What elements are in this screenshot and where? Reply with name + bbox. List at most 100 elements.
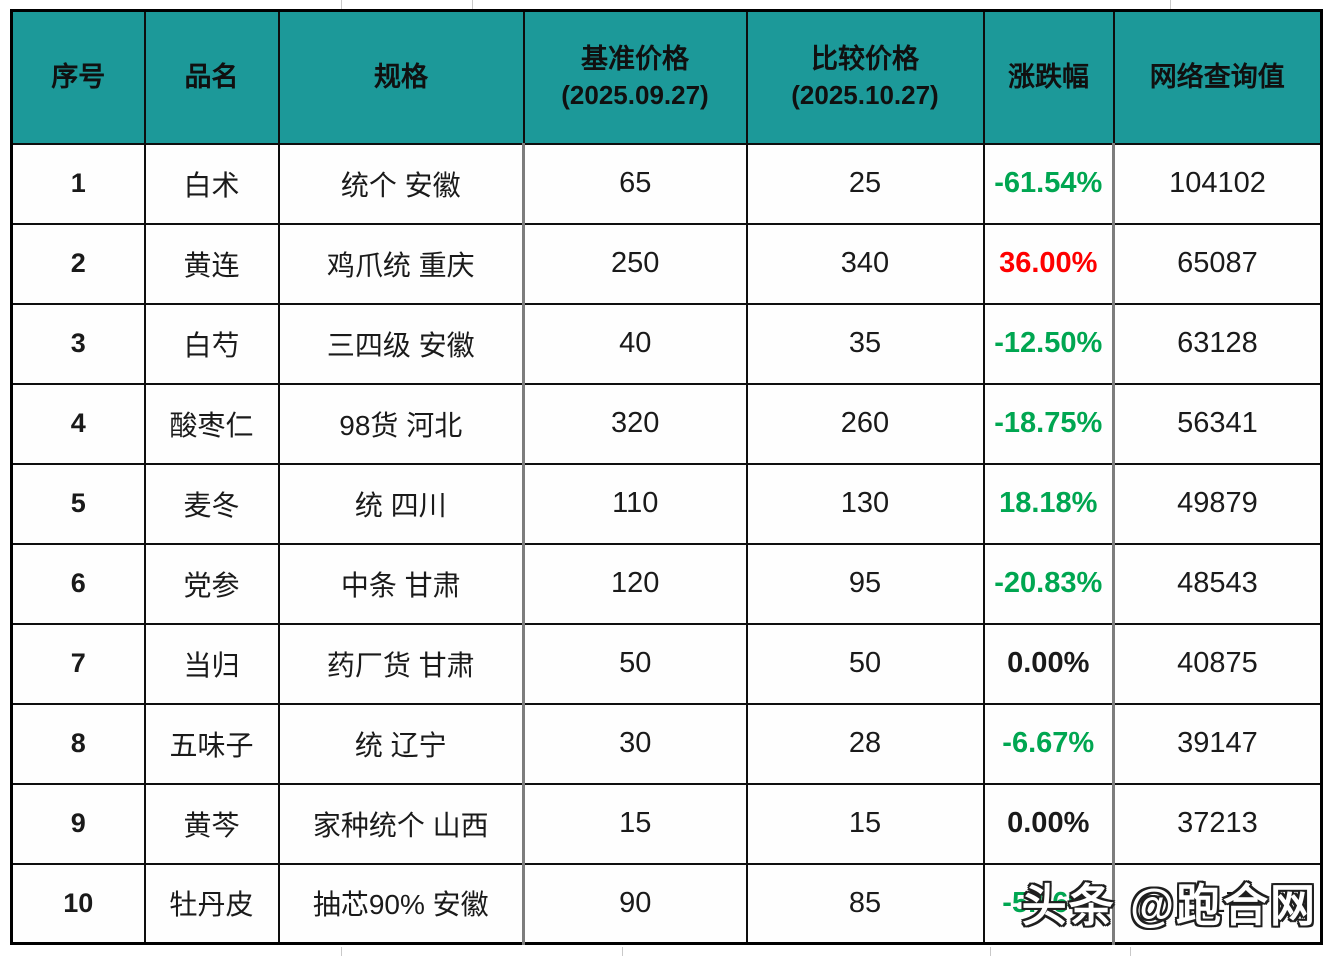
cell-no: 1 (10, 142, 146, 225)
header-base-price: 基准价格 (2025.09.27) (522, 9, 748, 145)
gridline-tick (341, 947, 342, 956)
header-spec: 规格 (277, 9, 525, 145)
cell-compare-price: 260 (745, 382, 985, 465)
cell-spec: 抽芯90% 安徽 (277, 862, 525, 945)
table-body: 1 白术 统个 安徽 65 25 -61.54% 104102 2 黄连 鸡爪统… (10, 142, 1323, 945)
table-row: 8 五味子 统 辽宁 30 28 -6.67% 39147 (10, 702, 1323, 785)
cell-query-value: 33172 (1112, 862, 1323, 945)
header-name: 品名 (143, 9, 280, 145)
cell-base-price: 30 (522, 702, 748, 785)
header-compare-price: 比较价格 (2025.10.27) (745, 9, 985, 145)
cell-name: 黄芩 (143, 782, 280, 865)
cell-base-price: 90 (522, 862, 748, 945)
cell-base-price: 40 (522, 302, 748, 385)
spreadsheet-area: 序号 品名 规格 基准价格 (2025.09.27) 比较价格 (2025.10… (10, 9, 1323, 945)
header-compare-price-label: 比较价格 (811, 44, 919, 75)
cell-name: 酸枣仁 (143, 382, 280, 465)
gridline-tick (472, 0, 473, 9)
header-base-price-label: 基准价格 (581, 44, 689, 75)
cell-no: 10 (10, 862, 146, 945)
cell-name: 黄连 (143, 222, 280, 305)
cell-name: 麦冬 (143, 462, 280, 545)
cell-no: 2 (10, 222, 146, 305)
cell-no: 6 (10, 542, 146, 625)
gridline-tick (1130, 947, 1131, 956)
header-query-value: 网络查询值 (1112, 9, 1323, 145)
cell-compare-price: 25 (745, 142, 985, 225)
cell-base-price: 250 (522, 222, 748, 305)
gridline-tick (622, 947, 623, 956)
cell-no: 9 (10, 782, 146, 865)
cell-change-value: -18.75% (982, 382, 1115, 465)
table-row: 6 党参 中条 甘肃 120 95 -20.83% 48543 (10, 542, 1323, 625)
table-row: 10 牡丹皮 抽芯90% 安徽 90 85 -5.56% 33172 (10, 862, 1323, 945)
table-row: 5 麦冬 统 四川 110 130 18.18% 49879 (10, 462, 1323, 545)
cell-query-value: 63128 (1112, 302, 1323, 385)
cell-change-value: 0.00% (982, 622, 1115, 705)
table-row: 9 黄芩 家种统个 山西 15 15 0.00% 37213 (10, 782, 1323, 865)
cell-compare-price: 85 (745, 862, 985, 945)
price-comparison-table: 序号 品名 规格 基准价格 (2025.09.27) 比较价格 (2025.10… (10, 9, 1323, 945)
cell-query-value: 48543 (1112, 542, 1323, 625)
cell-name: 当归 (143, 622, 280, 705)
cell-query-value: 40875 (1112, 622, 1323, 705)
header-row: 序号 品名 规格 基准价格 (2025.09.27) 比较价格 (2025.10… (10, 9, 1323, 145)
cell-name: 白芍 (143, 302, 280, 385)
gridline-tick (1170, 0, 1171, 9)
cell-change-value: -20.83% (982, 542, 1115, 625)
cell-spec: 家种统个 山西 (277, 782, 525, 865)
cell-spec: 鸡爪统 重庆 (277, 222, 525, 305)
table-row: 7 当归 药厂货 甘肃 50 50 0.00% 40875 (10, 622, 1323, 705)
cell-query-value: 65087 (1112, 222, 1323, 305)
cell-spec: 中条 甘肃 (277, 542, 525, 625)
cell-base-price: 15 (522, 782, 748, 865)
cell-name: 五味子 (143, 702, 280, 785)
cell-spec: 统 四川 (277, 462, 525, 545)
cell-query-value: 39147 (1112, 702, 1323, 785)
table-row: 3 白芍 三四级 安徽 40 35 -12.50% 63128 (10, 302, 1323, 385)
cell-compare-price: 50 (745, 622, 985, 705)
cell-name: 白术 (143, 142, 280, 225)
cell-compare-price: 28 (745, 702, 985, 785)
cell-change-value: 0.00% (982, 782, 1115, 865)
cell-change-value: -5.56% (982, 862, 1115, 945)
cell-change-value: -6.67% (982, 702, 1115, 785)
cell-base-price: 65 (522, 142, 748, 225)
cell-spec: 统个 安徽 (277, 142, 525, 225)
cell-base-price: 320 (522, 382, 748, 465)
cell-change-value: -12.50% (982, 302, 1115, 385)
table-row: 1 白术 统个 安徽 65 25 -61.54% 104102 (10, 142, 1323, 225)
cell-change-value: 18.18% (982, 462, 1115, 545)
cell-query-value: 56341 (1112, 382, 1323, 465)
cell-no: 8 (10, 702, 146, 785)
cell-base-price: 110 (522, 462, 748, 545)
header-base-price-date: (2025.09.27) (561, 79, 709, 110)
header-no: 序号 (10, 9, 146, 145)
cell-query-value: 49879 (1112, 462, 1323, 545)
cell-change-value: 36.00% (982, 222, 1115, 305)
cell-compare-price: 35 (745, 302, 985, 385)
cell-no: 4 (10, 382, 146, 465)
table-row: 4 酸枣仁 98货 河北 320 260 -18.75% 56341 (10, 382, 1323, 465)
cell-spec: 三四级 安徽 (277, 302, 525, 385)
cell-name: 党参 (143, 542, 280, 625)
cell-spec: 药厂货 甘肃 (277, 622, 525, 705)
cell-base-price: 50 (522, 622, 748, 705)
cell-no: 7 (10, 622, 146, 705)
cell-query-value: 37213 (1112, 782, 1323, 865)
table-header: 序号 品名 规格 基准价格 (2025.09.27) 比较价格 (2025.10… (10, 9, 1323, 145)
cell-no: 5 (10, 462, 146, 545)
cell-compare-price: 95 (745, 542, 985, 625)
gridline-tick (990, 947, 991, 956)
cell-no: 3 (10, 302, 146, 385)
cell-compare-price: 130 (745, 462, 985, 545)
cell-compare-price: 15 (745, 782, 985, 865)
cell-spec: 统 辽宁 (277, 702, 525, 785)
gridline-tick (341, 0, 342, 9)
cell-base-price: 120 (522, 542, 748, 625)
cell-compare-price: 340 (745, 222, 985, 305)
header-change: 涨跌幅 (982, 9, 1115, 145)
cell-spec: 98货 河北 (277, 382, 525, 465)
header-compare-price-date: (2025.10.27) (791, 79, 939, 110)
cell-query-value: 104102 (1112, 142, 1323, 225)
